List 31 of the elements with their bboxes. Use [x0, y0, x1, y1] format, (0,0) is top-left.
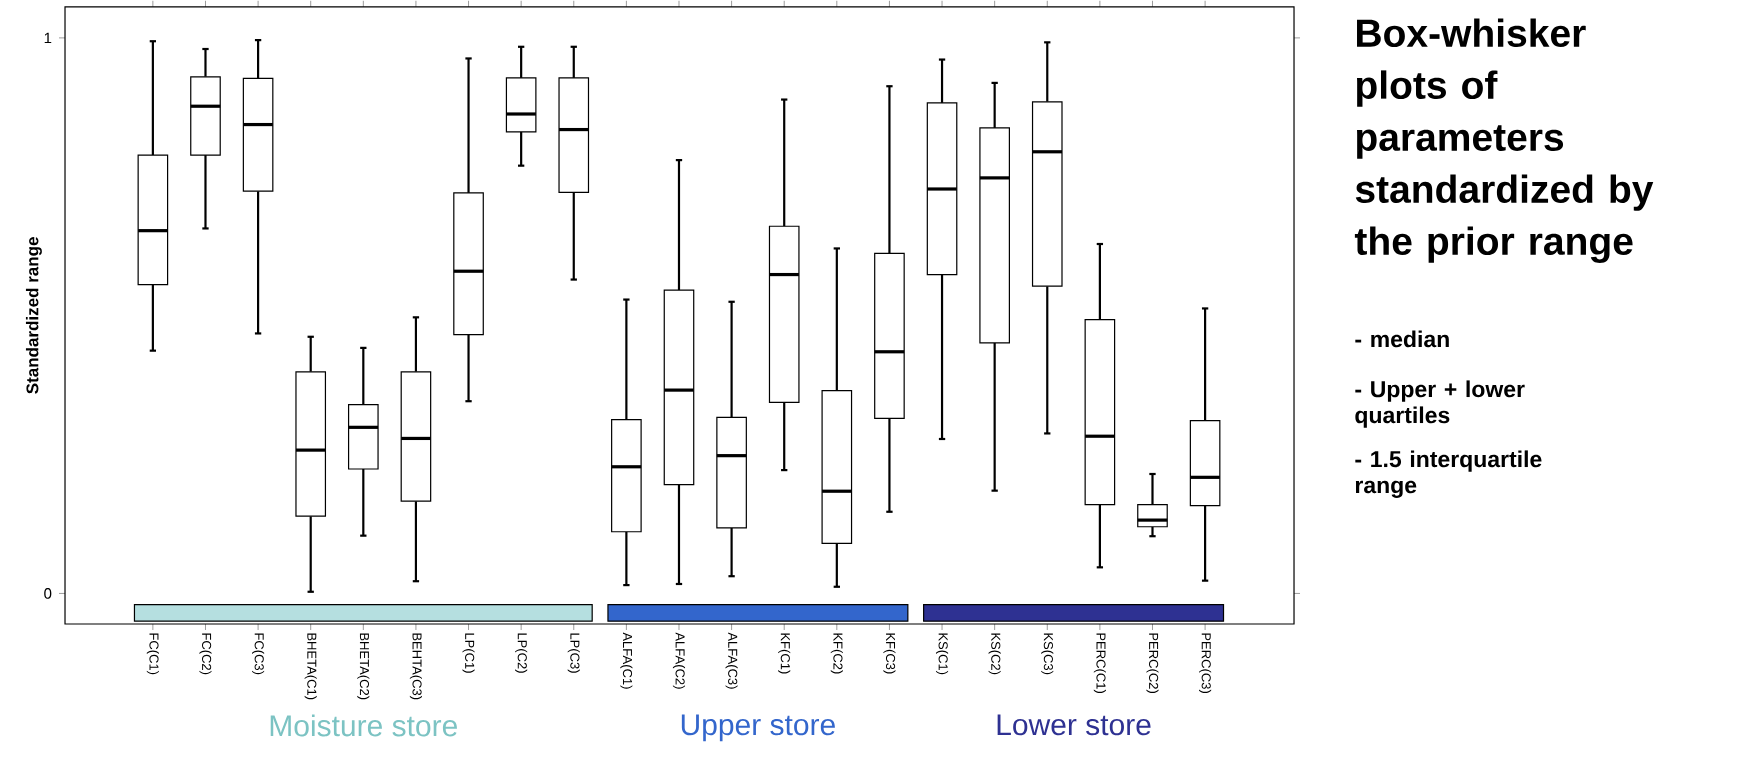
y-tick-label: 0 — [44, 588, 52, 599]
x-tick-label: LP(C1) — [462, 633, 475, 673]
x-tick-label: PERC(C3) — [1199, 633, 1212, 693]
text: Lower store — [997, 714, 1151, 736]
x-tick-label: FC(C1) — [146, 633, 159, 675]
x-tick-label: ALFA(C2) — [672, 632, 686, 689]
x-tick-label: PERC(C1) — [1093, 633, 1106, 693]
x-tick-label: ALFA(C1) — [620, 632, 633, 689]
x-tick-label: KF(C1) — [778, 633, 791, 674]
text: Moisture store — [270, 714, 457, 737]
x-tick-label: KS(C2) — [988, 633, 1001, 675]
x-tick-label: BHETA(C2) — [357, 633, 370, 700]
x-tick-label: FC(C3) — [252, 633, 265, 675]
x-tick-label: KF(C3) — [883, 633, 896, 674]
text: - Upper + lower quartiles — [1355, 380, 1525, 428]
x-tick-label: BHETA(C1) — [304, 633, 317, 700]
x-tick-label: PERC(C2) — [1146, 633, 1159, 693]
y-tick-label: 1 — [44, 32, 52, 44]
y-axis-title: Standardized range — [25, 237, 42, 394]
x-tick-label: FC(C2) — [199, 633, 212, 675]
x-tick-label: ALFA(C3) — [725, 632, 738, 689]
text: - median — [1355, 330, 1449, 348]
x-tick-label: LP(C3) — [567, 633, 580, 673]
text: - 1.5 interquartile range — [1355, 450, 1542, 498]
text: Box-whisker plots of parameters standardized by the prior range — [1354, 18, 1654, 263]
x-tick-label: KS(C1) — [935, 633, 949, 675]
x-tick-label: KF(C2) — [830, 633, 843, 674]
x-tick-label: BEHTA(C3) — [409, 633, 422, 700]
x-tick-label: LP(C2) — [515, 633, 528, 673]
x-tick-label: KS(C3) — [1041, 633, 1054, 675]
text: Upper store — [681, 714, 835, 742]
